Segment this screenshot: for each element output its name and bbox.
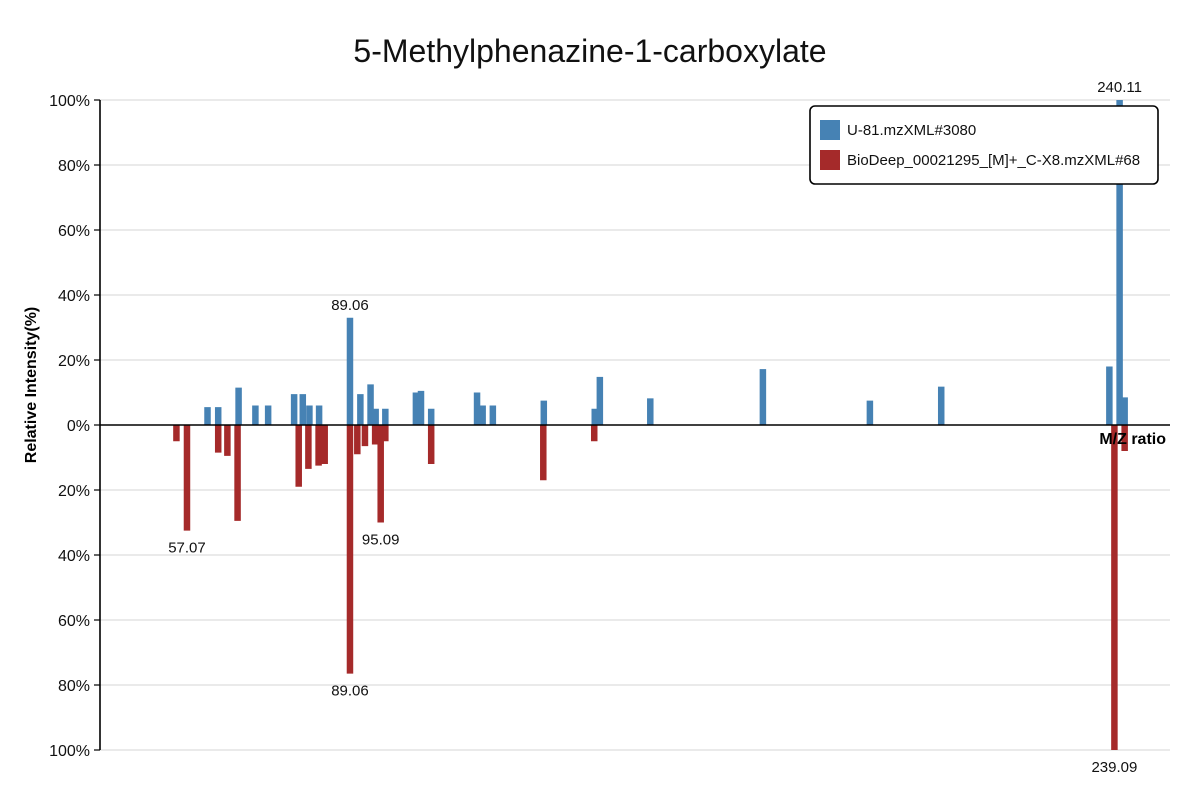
y-tick-label: 80% xyxy=(58,678,90,695)
x-axis-title: M/Z ratio xyxy=(1099,431,1166,448)
bar-sample xyxy=(1116,100,1123,425)
y-tick-label: 0% xyxy=(67,418,90,435)
peak-labels-group: 240.11 89.06 57.07 95.09 89.06 239.09 xyxy=(168,79,1142,776)
bar-reference xyxy=(540,425,547,481)
bar-sample xyxy=(479,405,486,425)
bar-sample xyxy=(596,376,604,425)
peak-label: 89.06 xyxy=(331,297,369,314)
y-ticks-group: 100% 80% 60% 40% 20% 0% 20% 40% 60% 80% 100% xyxy=(49,93,100,760)
bar-sample xyxy=(367,384,374,425)
bar-sample xyxy=(214,407,222,425)
bar-sample xyxy=(1106,366,1113,425)
bar-reference xyxy=(1121,425,1128,451)
bar-reference xyxy=(377,425,384,523)
bar-sample xyxy=(264,405,272,425)
bar-sample xyxy=(417,390,425,425)
y-axis-title: Relative Intensity(%) xyxy=(23,307,40,463)
peak-label: 240.11 xyxy=(1097,79,1142,96)
bar-sample xyxy=(591,408,598,425)
bar-sample xyxy=(382,408,389,425)
bar-sample xyxy=(252,405,259,425)
bar-sample xyxy=(647,398,654,425)
bar-reference xyxy=(427,425,435,464)
bar-reference xyxy=(590,425,598,442)
bar-sample xyxy=(540,400,548,425)
bar-sample xyxy=(759,369,767,425)
bar-reference xyxy=(346,425,354,674)
bar-reference xyxy=(234,425,241,521)
bar-sample xyxy=(372,408,379,425)
bar-sample xyxy=(473,392,481,425)
bar-reference xyxy=(173,425,180,442)
legend-label: U-81.mzXML#3080 xyxy=(847,122,976,139)
bar-reference xyxy=(214,425,222,453)
peak-label: 239.09 xyxy=(1091,759,1137,776)
bar-reference xyxy=(305,425,312,469)
bar-reference xyxy=(183,425,191,531)
bar-sample xyxy=(427,408,435,425)
bar-reference xyxy=(321,425,328,464)
bar-reference xyxy=(371,425,379,445)
y-tick-label: 40% xyxy=(58,548,90,565)
peak-label: 57.07 xyxy=(168,540,206,557)
y-tick-label: 80% xyxy=(58,158,90,175)
bar-sample xyxy=(937,386,945,425)
bar-reference xyxy=(224,425,231,456)
bar-sample xyxy=(315,405,323,425)
bar-reference xyxy=(295,425,302,487)
bar-sample xyxy=(235,387,242,425)
bar-sample xyxy=(306,405,313,425)
y-tick-label: 60% xyxy=(58,613,90,630)
bar-sample xyxy=(204,407,211,425)
y-tick-label: 20% xyxy=(58,483,90,500)
bar-sample xyxy=(346,317,354,425)
y-tick-label: 40% xyxy=(58,288,90,305)
peak-label: 95.09 xyxy=(362,532,400,549)
peak-label: 89.06 xyxy=(331,683,369,700)
legend-swatch xyxy=(820,120,840,140)
bar-reference xyxy=(1111,425,1118,750)
bar-sample xyxy=(489,405,497,425)
legend-box xyxy=(809,105,1159,185)
bars-group xyxy=(173,100,1128,750)
bar-sample xyxy=(866,400,874,425)
legend-label: BioDeep_00021295_[M]+_C-X8.mzXML#68 xyxy=(847,152,1140,169)
bar-sample xyxy=(357,394,364,425)
bar-reference xyxy=(354,425,361,455)
y-tick-label: 60% xyxy=(58,223,90,240)
bar-sample xyxy=(299,394,307,425)
chart-title: 5-Methylphenazine-1-carboxylate xyxy=(353,33,826,69)
bar-sample xyxy=(1121,397,1128,425)
legend: U-81.mzXML#3080 BioDeep_00021295_[M]+_C-X… xyxy=(809,105,1159,185)
legend-swatch xyxy=(820,150,840,170)
bar-reference xyxy=(315,425,322,466)
bar-sample xyxy=(412,392,420,425)
bar-reference xyxy=(382,425,389,442)
y-tick-label: 100% xyxy=(49,743,90,760)
gridlines xyxy=(100,99,1170,751)
bar-sample xyxy=(290,394,298,425)
bar-reference xyxy=(361,425,369,447)
y-tick-label: 20% xyxy=(58,353,90,370)
y-tick-label: 100% xyxy=(49,93,90,110)
